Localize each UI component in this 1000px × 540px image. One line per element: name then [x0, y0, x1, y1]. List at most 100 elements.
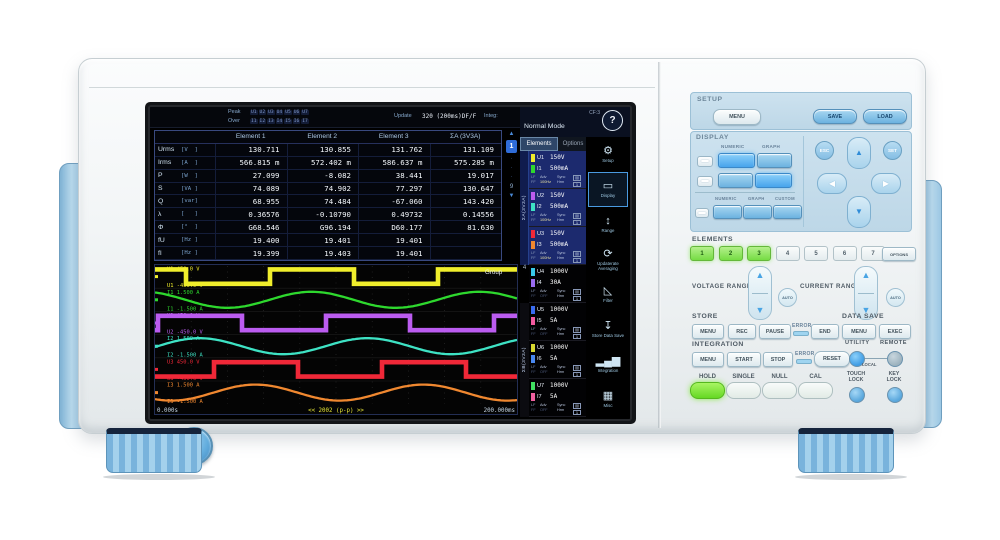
touch-screen[interactable]: Peak Over U1 U2 U3 U4 U5 U6 U7 I1 I2 I3 I4 I5 I6 I7 …	[148, 105, 632, 421]
rail-item-filter[interactable]: ◺ Filter	[588, 277, 628, 312]
element-setting-u6[interactable]: U6 1000V I6 5A LF FF Adv OFF Sync Hrm ▤ 1	[529, 341, 586, 379]
utility-button[interactable]	[849, 351, 865, 367]
element-setting-u7[interactable]: U7 1000V I7 5A LF FF Adv OFF Sync Hrm ▤ 1	[529, 379, 586, 417]
current-page[interactable]: 1	[506, 140, 517, 153]
integ-reset-button[interactable]: RESET	[814, 351, 850, 367]
element-button-1[interactable]: 1	[690, 246, 714, 261]
display-c-indicator[interactable]	[695, 208, 709, 218]
key-label: HOLD	[699, 374, 716, 380]
voltage-row: U4 1000V	[531, 266, 585, 277]
display-b-graph-button[interactable]	[755, 173, 792, 188]
cursor-up-button[interactable]: ▲	[847, 137, 871, 169]
setup-menu-button[interactable]: MENU	[713, 109, 761, 125]
display-c-numeric-button[interactable]	[713, 205, 742, 219]
peak-indicators: U1 U2 U3 U4 U5 U6 U7	[250, 109, 309, 115]
integ-start-button[interactable]: START	[727, 352, 761, 367]
rail-item-store-data-save[interactable]: ↧ Store Data Save	[588, 312, 628, 347]
rail-item-misc[interactable]: ▦ Misc	[588, 382, 628, 417]
page-selector[interactable]: ▲ 1 · · · 9 ▼	[505, 130, 518, 261]
voltage-range-value: 1000V	[550, 382, 569, 389]
touch-lock-button[interactable]	[849, 387, 865, 403]
rail-item-updaterate-averaging[interactable]: ⟳ Updaterate Averaging	[588, 242, 628, 277]
page-down-icon[interactable]: ▼	[508, 193, 515, 199]
options-button[interactable]: OPTIONS	[882, 247, 916, 261]
hrm-label: Hrm	[557, 369, 565, 374]
rail-item-label: Setup	[602, 158, 614, 164]
column-header: Element 2	[286, 131, 358, 144]
voltage-row: U6 1000V	[531, 342, 585, 353]
display-a-numeric-button[interactable]	[718, 153, 755, 168]
wave-scale-bottom-U2: U2 -450.0 V	[167, 330, 203, 336]
footer-badges: ▤ 1	[573, 289, 581, 303]
left-arrow-icon: ◀	[828, 178, 836, 188]
key-lock-button[interactable]	[887, 387, 903, 403]
remote-button[interactable]	[887, 351, 903, 367]
element-button-2[interactable]: 2	[718, 246, 743, 261]
store-menu-button[interactable]: MENU	[692, 324, 724, 339]
waveform-display: U1 450.0 V U1 -450.0 V I1 1.500 A I1 -1.500…	[154, 264, 518, 415]
load-button[interactable]: LOAD	[863, 109, 907, 124]
sync-label: Sync	[557, 251, 566, 255]
element-setting-u2[interactable]: U2 150V I2 500mA LF FF Adv 100Hz Sync Hrm ▤ 1	[529, 189, 586, 227]
display-a-indicator[interactable]	[697, 156, 713, 167]
key-label: NULL	[771, 374, 788, 380]
store-end-button[interactable]: END	[811, 324, 839, 339]
voltage-color-bar	[531, 267, 535, 276]
voltage-color-bar	[531, 229, 535, 238]
element-setting-u1[interactable]: U1 150V I1 500mA LF FF Adv 100Hz Sync Hrm ▤ 1	[529, 151, 586, 189]
help-button[interactable]: ?	[602, 110, 623, 131]
data-save-exec-button[interactable]: EXEC	[879, 324, 911, 339]
element-setting-u4[interactable]: U4 1000V I4 30A LF FF Adv OFF Sync Hrm ▤ 1	[529, 265, 586, 303]
current-auto-button[interactable]: AUTO	[886, 288, 905, 307]
element-button-5[interactable]: 5	[804, 246, 828, 261]
badge-box-icon: ▤	[573, 251, 581, 257]
tab-elements[interactable]: Elements	[520, 137, 558, 151]
badge-number: 1	[573, 409, 581, 415]
peak-channel-indicator: U3	[267, 109, 275, 115]
set-button[interactable]: SET	[883, 141, 902, 160]
integ-menu-button[interactable]: MENU	[692, 352, 724, 367]
voltage-auto-button[interactable]: AUTO	[778, 288, 797, 307]
element-button-4[interactable]: 4	[775, 246, 800, 261]
hold-button[interactable]	[690, 382, 725, 399]
element-setting-u5[interactable]: U5 1000V I5 5A LF FF Adv OFF Sync Hrm ▤ 1	[529, 303, 586, 341]
save-button[interactable]: SAVE	[813, 109, 857, 124]
peak-channel-indicator: U5	[284, 109, 292, 115]
voltage-range-rocker[interactable]: ▲ ▼	[748, 266, 772, 320]
rail-item-range[interactable]: ↕ Range	[588, 207, 628, 242]
rail-item-display[interactable]: ▭ Display	[588, 172, 628, 207]
sync-label: Sync	[557, 365, 566, 369]
esc-button[interactable]: ESC	[815, 141, 834, 160]
single-button[interactable]	[726, 382, 761, 399]
current-range-rocker[interactable]: ▲ ▼	[854, 266, 878, 320]
tab-options[interactable]: Options	[558, 137, 588, 151]
ff-flag: FF	[531, 179, 536, 184]
store-rec-button[interactable]: REC	[728, 324, 756, 339]
display-b-indicator[interactable]	[697, 176, 713, 187]
measurement-value: D60.177	[358, 221, 430, 235]
element-button-3[interactable]: 3	[747, 246, 771, 261]
last-page[interactable]: 9	[509, 184, 514, 190]
cal-button[interactable]	[798, 382, 833, 399]
cursor-right-button[interactable]: ▶	[871, 173, 901, 194]
data-save-menu-button[interactable]: MENU	[842, 324, 876, 339]
current-color-bar	[531, 202, 535, 211]
freq-value: OFF	[540, 331, 548, 336]
integ-stop-button[interactable]: STOP	[763, 352, 793, 367]
display-b-numeric-button[interactable]	[718, 173, 753, 188]
display-c-graph-button[interactable]	[743, 205, 772, 219]
store-pause-button[interactable]: PAUSE	[759, 324, 791, 339]
cursor-down-button[interactable]: ▼	[847, 196, 871, 228]
voltage-row: U2 150V	[531, 190, 585, 201]
display-a-graph-button[interactable]	[757, 153, 792, 168]
null-button[interactable]	[762, 382, 797, 399]
page-up-icon[interactable]: ▲	[508, 131, 515, 137]
rail-item-setup[interactable]: ⚙ Setup	[588, 137, 628, 172]
cursor-left-button[interactable]: ◀	[817, 173, 847, 194]
display-c-custom-button[interactable]	[773, 205, 802, 219]
element-setting-u3[interactable]: U3 150V I3 500mA LF FF Adv 100Hz Sync Hrm ▤ 1	[529, 227, 586, 265]
lf-ff-flags: LF FF	[531, 365, 540, 379]
rail-item-integration[interactable]: ▂▄▆ Integration	[588, 347, 628, 382]
element-button-6[interactable]: 6	[832, 246, 857, 261]
measurement-value: 0.49732	[358, 208, 430, 222]
